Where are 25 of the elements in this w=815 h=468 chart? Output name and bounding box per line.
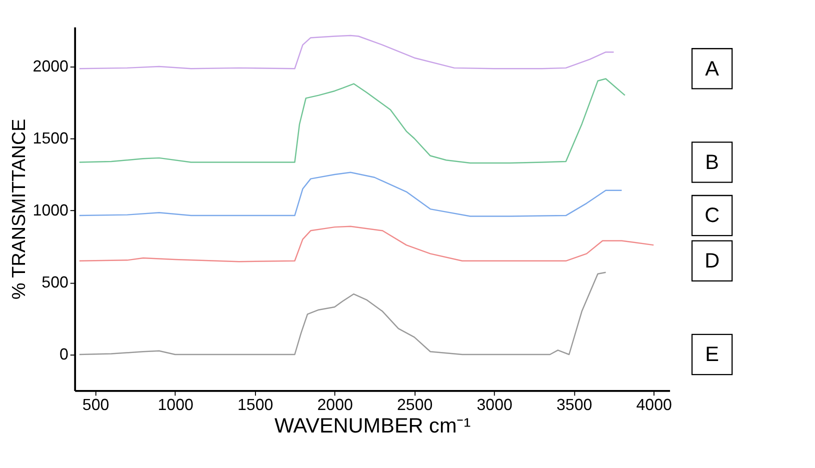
- y-tick-label: 2000: [32, 58, 69, 76]
- x-tick-label: 3500: [556, 396, 592, 414]
- text: A: [705, 57, 720, 80]
- x-axis-title: WAVENUMBER cm⁻¹: [274, 414, 471, 438]
- text: D: [704, 250, 720, 273]
- line-series: [78, 226, 654, 262]
- x-tick-label: 3000: [476, 396, 512, 414]
- line-series: [78, 78, 626, 164]
- y-tick-label: 500: [42, 274, 69, 292]
- x-tick-label: 1500: [237, 396, 274, 414]
- line-series: [78, 34, 614, 70]
- y-tick-label: 1000: [32, 202, 69, 220]
- y-tick-label: 0: [60, 346, 69, 364]
- text: B: [705, 150, 719, 174]
- text: C: [704, 204, 720, 228]
- x-tick-label: 1000: [158, 396, 194, 414]
- x-tick-label: 500: [82, 396, 110, 414]
- x-tick-label: 2000: [317, 396, 353, 414]
- x-tick-label: 4000: [636, 396, 672, 414]
- line-series: [78, 172, 622, 217]
- x-tick-label: 2500: [396, 396, 433, 414]
- y-axis-title: % TRANSMITTANCE: [9, 118, 30, 300]
- line-series: [78, 272, 606, 356]
- y-tick-label: 1500: [32, 130, 69, 148]
- text: E: [705, 343, 719, 366]
